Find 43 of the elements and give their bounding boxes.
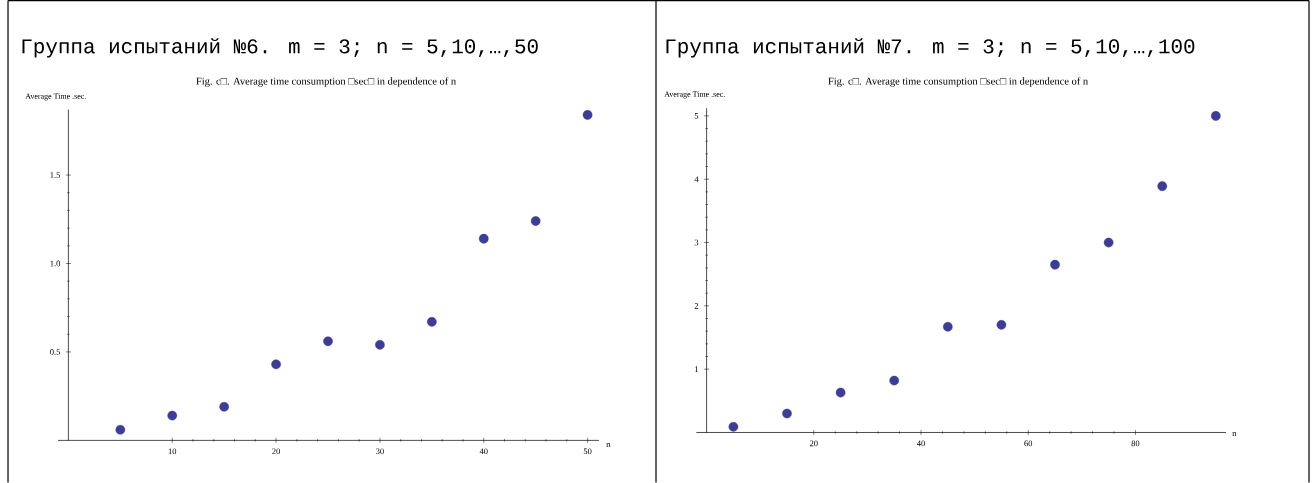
chart-title: Группа испытаний №7. m = 3; n = 5,10,…,100	[666, 38, 1195, 58]
point	[167, 410, 178, 421]
y-tick-label: 1.0	[50, 260, 61, 267]
y-tick-label: 5	[694, 113, 699, 119]
point	[728, 421, 739, 432]
point	[782, 408, 792, 419]
point	[271, 359, 281, 370]
y-tick-label: 1	[695, 366, 699, 372]
y-tick-label: 3	[694, 239, 699, 246]
point	[1103, 237, 1114, 248]
y-tick-label: 2	[694, 303, 699, 309]
point	[530, 216, 541, 226]
point	[996, 320, 1007, 330]
x-tick-label: 20	[809, 440, 818, 447]
point	[323, 336, 333, 347]
x-tick-label: 80	[1131, 440, 1140, 447]
point	[835, 387, 846, 398]
point	[427, 317, 437, 327]
point	[115, 424, 126, 435]
x-tick-label: 10	[168, 448, 177, 455]
point	[219, 401, 229, 412]
point	[582, 110, 593, 120]
y-tick-label: 4	[694, 176, 699, 182]
x-tick-label: 50	[583, 448, 592, 455]
point	[1211, 111, 1221, 121]
point	[478, 233, 489, 244]
y-tick-label: 1.5	[50, 172, 61, 178]
point	[1157, 181, 1168, 191]
x-tick-label: 30	[376, 448, 384, 455]
x-axis-title: n	[1232, 431, 1237, 436]
point	[943, 321, 953, 332]
x-tick-label: 60	[1024, 440, 1033, 447]
x-axis-title: n	[606, 442, 611, 447]
x-tick-label: 40	[479, 448, 488, 455]
x-tick-label: 40	[916, 440, 925, 447]
chart-title: Группа испытаний №6. m = 3; n = 5,10,…,50	[22, 38, 538, 58]
point	[889, 375, 900, 386]
point	[1050, 259, 1060, 270]
y-tick-label: 0.5	[50, 349, 61, 355]
chart-subtitle: Fig. c□. Average time consumption □sec□ in dependence of n	[196, 77, 456, 87]
x-tick-label: 20	[272, 448, 280, 455]
chart-subtitle: Fig. c□. Average time consumption □sec□ in dependence of n	[828, 77, 1088, 87]
point	[375, 340, 385, 350]
